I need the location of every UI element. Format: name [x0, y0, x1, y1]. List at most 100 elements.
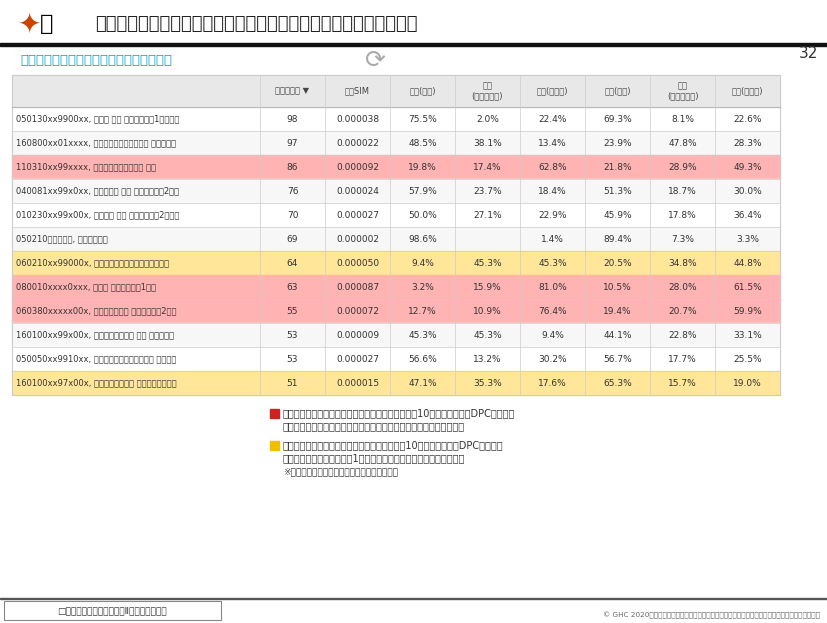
Text: 160100xx99x00x, 頭蓋・頭蓋内損傷 なし 手術・．．: 160100xx99x00x, 頭蓋・頭蓋内損傷 なし 手術・．． — [16, 330, 174, 340]
Text: 53: 53 — [287, 354, 299, 363]
Text: 76: 76 — [287, 186, 299, 196]
Bar — [270, 441, 279, 450]
Text: 19.4%: 19.4% — [603, 307, 632, 315]
Text: 98.6%: 98.6% — [409, 234, 437, 244]
Bar — [12, 107, 780, 131]
Text: 61.5%: 61.5% — [733, 282, 762, 292]
Text: 係数SIM: 係数SIM — [345, 87, 370, 95]
Text: 🦐: 🦐 — [40, 14, 54, 34]
FancyBboxPatch shape — [4, 601, 221, 620]
Bar — [12, 75, 780, 395]
Text: 0.000024: 0.000024 — [336, 186, 379, 196]
Text: 98: 98 — [287, 115, 299, 123]
Text: (救急その他): (救急その他) — [471, 92, 504, 100]
Text: 予定外・救急区分　症例割合　他病院比較: 予定外・救急区分 症例割合 他病院比較 — [20, 54, 172, 67]
Bar — [12, 131, 780, 155]
Text: ※赤・黄両方の基準を満たす場合は赤で表示。: ※赤・黄両方の基準を満たす場合は赤で表示。 — [283, 467, 398, 477]
Bar — [0, 597, 827, 623]
Text: 他院: 他院 — [677, 82, 687, 90]
Text: 17.4%: 17.4% — [473, 163, 502, 171]
Text: 64: 64 — [287, 259, 299, 267]
Text: 050050xx9910xx, 狭心症、慢性虚血性心疾患 なし．．: 050050xx9910xx, 狭心症、慢性虚血性心疾患 なし．． — [16, 354, 176, 363]
Text: 47.1%: 47.1% — [409, 379, 437, 388]
Text: 010230xx99x00x, てんかん なし 手術・処置等2な．．: 010230xx99x00x, てんかん なし 手術・処置等2な．． — [16, 211, 179, 219]
Text: 28.0%: 28.0% — [668, 282, 697, 292]
Text: 160100xx97x00x, 頭蓋・頭蓋内損傷 その他の手術．．: 160100xx97x00x, 頭蓋・頭蓋内損傷 その他の手術．． — [16, 379, 177, 388]
Text: 56.6%: 56.6% — [409, 354, 437, 363]
Text: 他院(予定外): 他院(予定外) — [732, 87, 763, 95]
Text: 7.3%: 7.3% — [671, 234, 694, 244]
Bar — [12, 323, 780, 347]
Text: 自院: 自院 — [482, 82, 493, 90]
Text: 75.5%: 75.5% — [409, 115, 437, 123]
Text: 28.3%: 28.3% — [734, 138, 762, 148]
Text: 89.4%: 89.4% — [603, 234, 632, 244]
Text: 0.000022: 0.000022 — [336, 138, 379, 148]
Text: 69: 69 — [287, 234, 299, 244]
Text: 44.8%: 44.8% — [734, 259, 762, 267]
Text: 0.000027: 0.000027 — [336, 211, 379, 219]
Bar — [0, 597, 827, 599]
Text: （赤）：自院（予定外）が他院（予定外）と比べて10ポイント超高いDPCコード。: （赤）：自院（予定外）が他院（予定外）と比べて10ポイント超高いDPCコード。 — [283, 408, 515, 418]
Text: 22.4%: 22.4% — [538, 115, 566, 123]
Bar — [270, 409, 279, 418]
Text: 3.3%: 3.3% — [736, 234, 759, 244]
Text: 45.3%: 45.3% — [473, 330, 502, 340]
Text: 38.1%: 38.1% — [473, 138, 502, 148]
Text: 9.4%: 9.4% — [541, 330, 564, 340]
Text: 自院症例数 ▼: 自院症例数 ▼ — [275, 87, 309, 95]
Text: （黄）：自院（救急）が他院（救急）と比べて10ポイント超低いDPCコード。: （黄）：自院（救急）が他院（救急）と比べて10ポイント超低いDPCコード。 — [283, 440, 504, 450]
Text: 19.8%: 19.8% — [409, 163, 437, 171]
Text: 47.8%: 47.8% — [668, 138, 697, 148]
Bar — [12, 155, 780, 179]
Bar — [0, 43, 827, 46]
Text: (救急その他): (救急その他) — [667, 92, 698, 100]
Text: 060380xxxxx00x, ウイルス性腸炎 手術・処置等2．．: 060380xxxxx00x, ウイルス性腸炎 手術・処置等2．． — [16, 307, 176, 315]
Text: 0.000027: 0.000027 — [336, 354, 379, 363]
Bar — [0, 0, 827, 43]
Text: 86: 86 — [287, 163, 299, 171]
Text: 18.7%: 18.7% — [668, 186, 697, 196]
Text: 30.0%: 30.0% — [733, 186, 762, 196]
Text: 0.000050: 0.000050 — [336, 259, 379, 267]
Text: 23.7%: 23.7% — [473, 186, 502, 196]
Text: 自院(救急): 自院(救急) — [409, 87, 436, 95]
Text: どの疾患で救急医療入院割合が、他病院よりも低くなっているか？: どの疾患で救急医療入院割合が、他病院よりも低くなっているか？ — [95, 15, 418, 33]
Text: 32: 32 — [798, 45, 818, 60]
Text: 050130xx9900xx, 心不全 なし 手術・処置等1なし．．: 050130xx9900xx, 心不全 なし 手術・処置等1なし．． — [16, 115, 179, 123]
Text: 22.8%: 22.8% — [668, 330, 697, 340]
Text: 45.9%: 45.9% — [603, 211, 632, 219]
Text: 他院(救急): 他院(救急) — [605, 87, 631, 95]
Text: 76.4%: 76.4% — [538, 307, 566, 315]
Bar — [12, 275, 780, 299]
Text: 2.0%: 2.0% — [476, 115, 499, 123]
Text: 35.3%: 35.3% — [473, 379, 502, 388]
Text: 23.9%: 23.9% — [603, 138, 632, 148]
Bar — [12, 75, 780, 107]
Text: ✦: ✦ — [18, 10, 41, 38]
Text: 自院(予定外): 自院(予定外) — [537, 87, 568, 95]
Text: 63: 63 — [287, 282, 299, 292]
Text: 45.3%: 45.3% — [409, 330, 437, 340]
Text: 19.0%: 19.0% — [733, 379, 762, 388]
Text: 050210＿＿＿＿＿, 徐脈性不整脈: 050210＿＿＿＿＿, 徐脈性不整脈 — [16, 234, 108, 244]
Text: 10.9%: 10.9% — [473, 307, 502, 315]
Bar — [12, 371, 780, 395]
Text: 15.7%: 15.7% — [668, 379, 697, 388]
Text: 15.9%: 15.9% — [473, 282, 502, 292]
Text: 3.2%: 3.2% — [411, 282, 434, 292]
Bar — [12, 227, 780, 251]
Bar — [12, 299, 780, 323]
Text: 97: 97 — [287, 138, 299, 148]
Text: 17.6%: 17.6% — [538, 379, 566, 388]
Text: 20.7%: 20.7% — [668, 307, 697, 315]
Text: 81.0%: 81.0% — [538, 282, 566, 292]
Text: 22.6%: 22.6% — [734, 115, 762, 123]
Text: 9.4%: 9.4% — [411, 259, 434, 267]
Text: 25.5%: 25.5% — [734, 354, 762, 363]
Text: 12.7%: 12.7% — [409, 307, 437, 315]
Text: 17.7%: 17.7% — [668, 354, 697, 363]
Text: 30.2%: 30.2% — [538, 354, 566, 363]
Text: 0.000092: 0.000092 — [336, 163, 379, 171]
Text: 36.4%: 36.4% — [734, 211, 762, 219]
